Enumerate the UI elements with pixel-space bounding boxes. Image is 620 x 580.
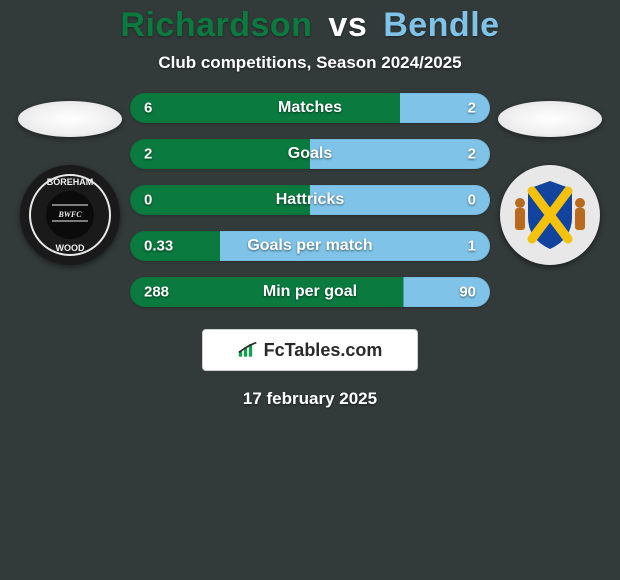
stat-value-left: 6 [144,100,152,117]
watermark: FcTables.com [202,329,418,371]
stats-column: 62Matches22Goals00Hattricks0.331Goals pe… [130,93,490,307]
content: Richardson vs Bendle Club competitions, … [0,0,620,409]
left-column: BOREHAM WOOD BWFC [10,93,130,265]
stat-value-left: 0 [144,192,152,209]
stat-bar: 0 0Hattricks [130,185,490,215]
title-vs: vs [328,6,367,44]
main-row: BOREHAM WOOD BWFC 62Matches22Goals00Hatt… [0,93,620,307]
stat-label: Goals per match [130,237,490,255]
stat-value-right: 1 [468,238,476,255]
bar-chart-icon [238,342,258,358]
stat-bar: 0.33 1Goals per match [130,231,490,261]
comparison-infographic: Richardson vs Bendle Club competitions, … [0,0,620,580]
stat-label: Matches [130,99,490,117]
stat-label: Min per goal [130,283,490,301]
stat-value-right: 0 [468,192,476,209]
stat-bar: 6 2Matches [130,93,490,123]
stat-bar: 288 90Min per goal [130,277,490,307]
right-column [490,93,610,265]
svg-text:BWFC: BWFC [57,210,82,219]
svg-text:WOOD: WOOD [56,243,85,253]
stat-value-left: 0.33 [144,238,173,255]
stat-value-right: 90 [459,284,476,301]
svg-text:BOREHAM: BOREHAM [47,177,94,187]
player2-club-crest [500,165,600,265]
date: 17 february 2025 [0,389,620,409]
title: Richardson vs Bendle [0,6,620,45]
title-player2: Bendle [383,6,499,44]
player2-photo-placeholder [498,101,602,137]
stat-value-left: 2 [144,146,152,163]
stat-label: Hattricks [130,191,490,209]
stat-label: Goals [130,145,490,163]
stat-value-right: 2 [468,100,476,117]
title-player1: Richardson [120,6,312,44]
player1-photo-placeholder [18,101,122,137]
club-crest-right-svg [500,165,600,265]
stat-value-left: 288 [144,284,169,301]
player1-club-crest: BOREHAM WOOD BWFC [20,165,120,265]
club-crest-left-svg: BOREHAM WOOD BWFC [20,165,120,265]
stat-bar: 2 2Goals [130,139,490,169]
stat-value-right: 2 [468,146,476,163]
watermark-text: FcTables.com [264,340,383,361]
subtitle: Club competitions, Season 2024/2025 [0,53,620,73]
